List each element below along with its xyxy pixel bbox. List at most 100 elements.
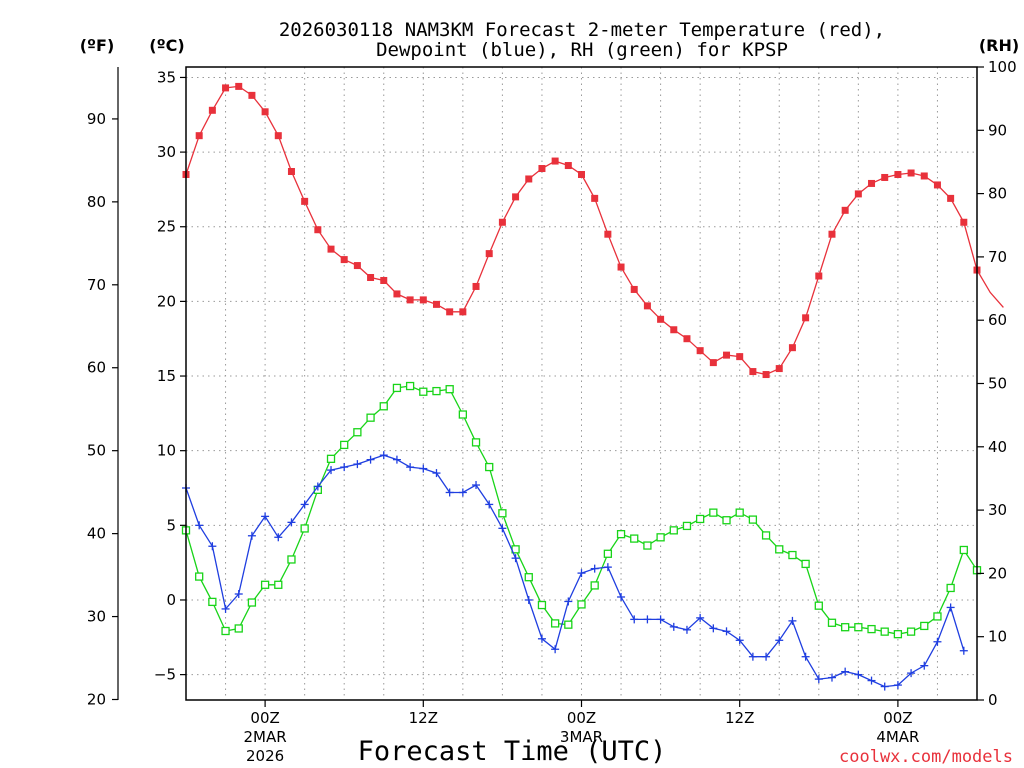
temperature-point [287,168,295,176]
temperature-point [709,359,717,367]
rh-tick-label: 10 [988,628,1007,646]
chart-title-line1: 2026030118 NAM3KM Forecast 2-meter Tempe… [279,19,885,41]
unit-label-fahrenheit: (ºF) [80,36,115,55]
rh-point [893,630,903,639]
celsius-tick-label: 35 [157,68,176,86]
dewpoint-point [274,533,283,542]
dewpoint-point [287,518,296,527]
time-tick-label-hour: 12Z [409,709,438,727]
rh-point [946,583,955,593]
rh-tick-label: 50 [988,375,1007,393]
temperature-point [933,181,941,189]
rh-point [379,402,388,411]
temperature-point [564,162,572,170]
rh-point [959,545,968,555]
rh-point [669,526,678,535]
temperature-point [512,193,520,201]
rh-point [643,541,652,550]
dewpoint-point [814,675,823,684]
dewpoint-point [221,604,230,613]
dewpoint-point [933,637,942,646]
temperature-point [723,351,731,359]
celsius-tick-label: 20 [157,292,176,310]
rh-point [550,619,560,628]
dewpoint-point [406,463,415,472]
temperature-point [881,173,889,181]
rh-point [603,549,613,558]
temperature-point [578,170,585,178]
rh-point [405,381,415,391]
dewpoint-point [867,676,876,685]
rh-tick-label: 30 [988,501,1007,519]
dewpoint-point [893,681,902,690]
fahrenheit-tick-label: 30 [87,608,106,626]
rh-point [247,598,257,607]
rh-point [340,440,349,450]
fahrenheit-tick-label: 70 [87,276,106,294]
temperature-point [525,175,533,183]
celsius-tick-label: 30 [157,143,176,161]
series-line-dewpoint [185,454,965,688]
dewpoint-point [788,616,797,625]
temperature-point [274,132,282,140]
temperature-point [841,206,849,214]
rh-point [458,410,468,419]
dewpoint-point [327,466,336,475]
temperature-point [393,290,401,298]
dewpoint-point [498,524,507,533]
temperature-point [815,272,823,280]
dewpoint-point [669,622,678,631]
dewpoint-point [735,636,744,645]
dewpoint-point [709,624,718,633]
temperature-point [696,347,704,355]
rh-point [287,555,296,564]
rh-point [920,621,929,631]
rh-tick-label: 80 [988,185,1007,203]
rh-point [234,624,243,633]
temperature-point [617,263,625,271]
temperature-point [907,169,915,177]
rh-point [867,624,876,634]
temperature-point [222,84,230,92]
axes: 20 30 40 50 60 70 80 90 −5 0 5 10 15 20 25 30 35 0 10 20 30 4… [87,58,1017,765]
temperature-point [657,315,665,323]
temperature-point [683,335,691,343]
dewpoint-point [419,464,428,473]
unit-label-rh: (RH) [979,36,1019,55]
temperature-point [749,368,757,376]
rh-point [616,530,626,539]
rh-point [841,623,850,632]
dewpoint-point [775,636,784,645]
dewpoint-point [353,460,362,469]
dewpoint-point [656,615,665,624]
temperature-point [446,308,454,316]
temperature-point [643,302,651,310]
dewpoint-point [907,669,916,678]
temperature-point [432,300,440,308]
fahrenheit-tick-label: 90 [87,110,106,128]
credit-link[interactable]: coolwx.com/models [839,747,1013,767]
temperature-point [947,194,955,202]
series-temperature [182,82,1004,379]
unit-label-celsius: (ºC) [149,36,184,55]
time-tick-label-hour: 00Z [567,709,596,727]
series-dewpoint [182,451,968,691]
temperature-point [419,296,427,304]
temperature-point [261,108,269,116]
dewpoint-point [485,500,494,509]
temperature-point [340,256,348,264]
dewpoint-point [748,652,757,661]
fahrenheit-tick-label: 80 [87,193,106,211]
rh-point [906,627,916,636]
rh-point [696,514,705,524]
rh-point [353,428,362,437]
time-tick-label-date: 4MAR [876,728,919,746]
rh-point [775,545,784,554]
time-tick-label-hour: 00Z [883,709,912,727]
temperature-point [301,197,309,205]
fahrenheit-tick-label: 60 [87,359,106,377]
temperature-point [670,326,678,334]
rh-point [854,623,863,632]
dewpoint-point [208,542,217,551]
